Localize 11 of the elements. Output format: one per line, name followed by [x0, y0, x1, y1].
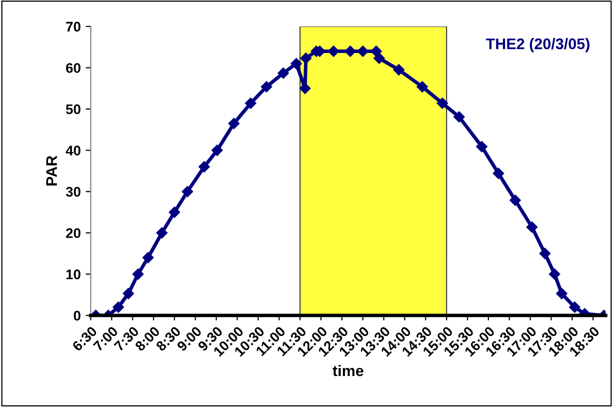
x-axis-title: time [332, 364, 364, 376]
y-tick-label: 50 [66, 104, 80, 114]
y-axis-title: PAR [46, 156, 57, 186]
y-tick-label: 40 [66, 146, 80, 156]
text: THE2 (20/3/05) [486, 38, 590, 52]
y-tick-label: 70 [66, 22, 80, 32]
y-tick-label: 20 [66, 228, 80, 238]
y-tick-label: 0 [74, 310, 80, 321]
y-tick-label: 10 [66, 269, 80, 280]
y-tick-label: 60 [66, 63, 80, 73]
y-tick-label: 30 [66, 186, 80, 197]
